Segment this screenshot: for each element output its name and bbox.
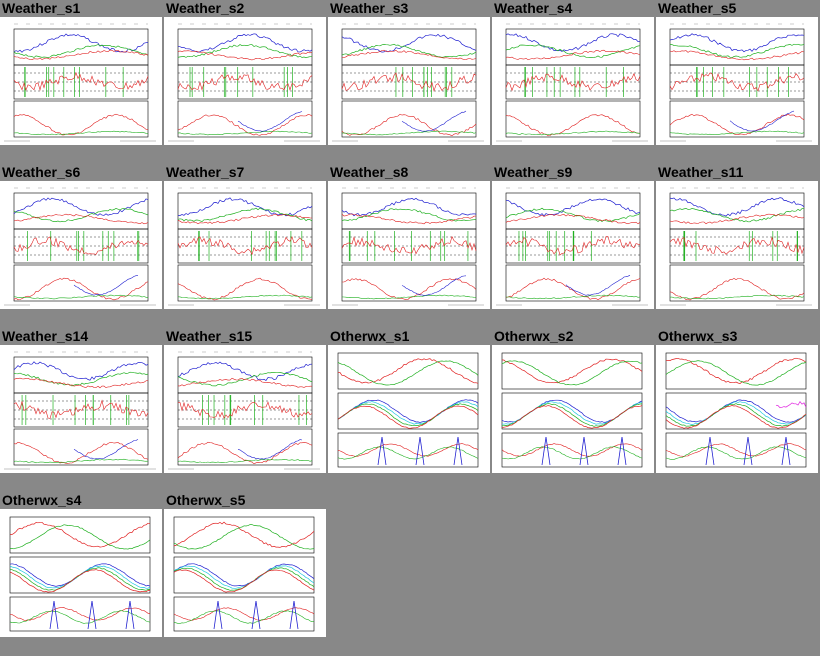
- plot-thumbnail-graphic: [337, 352, 479, 468]
- plot-thumbnail-graphic: [496, 23, 648, 142]
- thumbnail-title: Weather_s11: [658, 164, 744, 180]
- plot-thumbnail-graphic: [660, 187, 812, 306]
- thumbnail-title: Otherwx_s3: [658, 328, 738, 344]
- plot-thumbnail-graphic: [660, 23, 812, 142]
- plot-thumbnail-graphic: [4, 23, 156, 142]
- plot-thumbnail-graphic: [168, 23, 320, 142]
- thumbnail-title: Weather_s14: [2, 328, 89, 344]
- plot-thumbnail-image[interactable]: [328, 17, 490, 145]
- thumbnail-title: Weather_s7: [166, 164, 245, 180]
- plot-thumbnail-graphic: [4, 351, 156, 470]
- thumbnail-title: Weather_s9: [494, 164, 573, 180]
- plot-thumbnail-graphic: [168, 187, 320, 306]
- thumbnail-title: Weather_s1: [2, 0, 81, 16]
- plot-thumbnail-graphic: [173, 516, 315, 632]
- thumbnail-cell[interactable]: Weather_s15: [164, 328, 326, 474]
- plot-thumbnail-image[interactable]: [328, 181, 490, 309]
- plot-thumbnail-image[interactable]: [164, 509, 326, 637]
- plot-thumbnail-graphic: [4, 187, 156, 306]
- plot-thumbnail-image[interactable]: [0, 17, 162, 145]
- thumbnail-cell[interactable]: Weather_s11: [656, 164, 818, 310]
- plot-thumbnail-image[interactable]: [0, 181, 162, 309]
- plot-thumbnail-graphic: [168, 351, 320, 470]
- thumbnail-cell[interactable]: Weather_s2: [164, 0, 326, 146]
- thumbnail-title: Weather_s3: [330, 0, 409, 16]
- thumbnail-cell[interactable]: Weather_s14: [0, 328, 162, 474]
- thumbnail-title: Weather_s2: [166, 0, 245, 16]
- plot-thumbnail-image[interactable]: [328, 345, 490, 473]
- thumbnail-cell[interactable]: Weather_s4: [492, 0, 654, 146]
- thumbnail-cell[interactable]: Weather_s5: [656, 0, 818, 146]
- thumbnail-title: Weather_s6: [2, 164, 81, 180]
- thumbnail-title: Weather_s15: [166, 328, 253, 344]
- thumbnail-title: Otherwx_s5: [166, 492, 246, 508]
- plot-thumbnail-image[interactable]: [0, 509, 162, 637]
- plot-thumbnail-image[interactable]: [492, 17, 654, 145]
- plot-thumbnail-graphic: [665, 352, 807, 468]
- thumbnail-cell[interactable]: Weather_s1: [0, 0, 162, 146]
- thumbnail-title: Weather_s8: [330, 164, 409, 180]
- plot-thumbnail-image[interactable]: [656, 345, 818, 473]
- thumbnail-title: Weather_s4: [494, 0, 573, 16]
- plot-thumbnail-graphic: [332, 187, 484, 306]
- thumbnail-cell[interactable]: Otherwx_s3: [656, 328, 818, 474]
- plot-thumbnail-image[interactable]: [0, 345, 162, 473]
- plot-thumbnail-graphic: [496, 187, 648, 306]
- thumbnail-cell[interactable]: Otherwx_s4: [0, 492, 162, 638]
- plot-thumbnail-image[interactable]: [656, 181, 818, 309]
- plot-thumbnail-image[interactable]: [656, 17, 818, 145]
- plot-thumbnail-graphic: [9, 516, 151, 632]
- plot-thumbnail-image[interactable]: [492, 345, 654, 473]
- plot-thumbnail-image[interactable]: [164, 345, 326, 473]
- thumbnail-title: Weather_s5: [658, 0, 737, 16]
- thumbnail-cell[interactable]: Otherwx_s5: [164, 492, 326, 638]
- plot-thumbnail-graphic: [501, 352, 643, 468]
- thumbnail-title: Otherwx_s1: [330, 328, 410, 344]
- thumbnail-cell[interactable]: Otherwx_s2: [492, 328, 654, 474]
- thumbnail-cell[interactable]: Weather_s6: [0, 164, 162, 310]
- thumbnail-cell[interactable]: Weather_s9: [492, 164, 654, 310]
- plot-thumbnail-image[interactable]: [164, 181, 326, 309]
- thumbnail-cell[interactable]: Otherwx_s1: [328, 328, 490, 474]
- thumbnail-title: Otherwx_s4: [2, 492, 82, 508]
- thumbnail-cell[interactable]: Weather_s3: [328, 0, 490, 146]
- thumbnail-cell[interactable]: Weather_s8: [328, 164, 490, 310]
- thumbnail-title: Otherwx_s2: [494, 328, 574, 344]
- plot-thumbnail-image[interactable]: [492, 181, 654, 309]
- plot-thumbnail-image[interactable]: [164, 17, 326, 145]
- thumbnail-cell[interactable]: Weather_s7: [164, 164, 326, 310]
- plot-thumbnail-graphic: [332, 23, 484, 142]
